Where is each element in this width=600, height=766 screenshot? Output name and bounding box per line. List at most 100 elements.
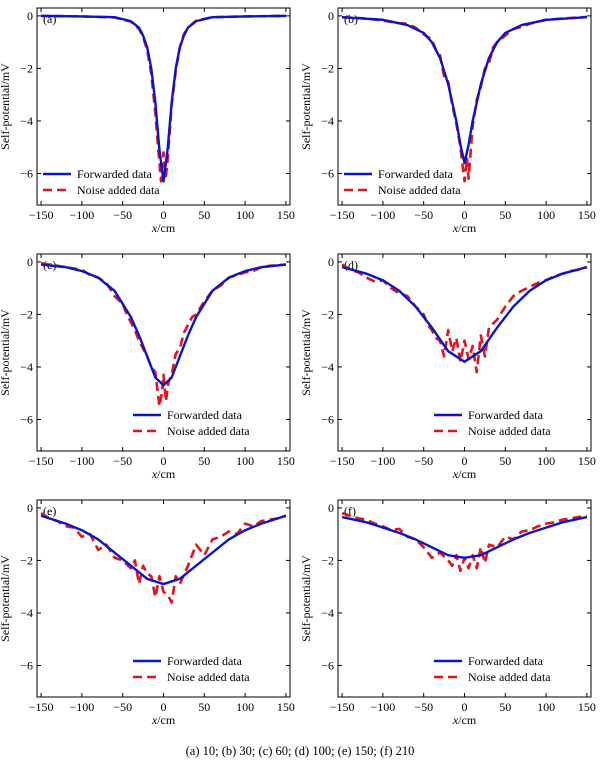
y-tick-label: −6 — [321, 658, 334, 672]
x-tick-label: 0 — [161, 454, 167, 468]
plot-frame — [36, 499, 291, 698]
chart-panel-d: −150 −100 −50 0 50 100 150 0 −2 −4 −6 x/cm Self-pote… — [299, 253, 596, 481]
x-tick-label: 0 — [462, 208, 468, 222]
y-axis-label: Self-potential/mV — [0, 555, 12, 642]
y-tick-label: −2 — [321, 553, 334, 567]
figure-caption: (a) 10; (b) 30; (c) 60; (d) 100; (e) 150… — [185, 744, 415, 758]
y-tick-label: −2 — [321, 307, 334, 321]
y-tick-label: 0 — [27, 255, 33, 269]
x-tick-label: 100 — [537, 700, 555, 714]
x-tick-label: 150 — [277, 700, 295, 714]
x-tick-label: 0 — [462, 700, 468, 714]
x-tick-label: −50 — [414, 454, 433, 468]
x-tick-label: 0 — [161, 208, 167, 222]
x-tick-label: −100 — [69, 454, 94, 468]
series-line-forwarded-data — [41, 14, 286, 183]
x-tick-label: 0 — [462, 454, 468, 468]
legend-label: Forwarded data — [468, 654, 544, 668]
series-line-forwarded-data — [40, 514, 287, 586]
y-tick-label: −4 — [321, 114, 334, 128]
series-line-noise-added-data — [41, 14, 286, 183]
x-tick-label: 100 — [236, 700, 254, 714]
x-tick-label: 50 — [499, 700, 511, 714]
legend-label: Noise added data — [167, 670, 250, 684]
y-tick-label: −4 — [20, 114, 33, 128]
x-tick-label: −50 — [113, 208, 132, 222]
y-tick-label: 0 — [328, 9, 334, 23]
x-tick-label: −50 — [113, 700, 132, 714]
y-tick-label: −6 — [321, 166, 334, 180]
y-axis-label: Self-potential/mV — [299, 555, 313, 642]
chart-panel-e: −150 −100 −50 0 50 100 150 0 −2 −4 −6 x/cm Self-pote… — [0, 499, 295, 727]
legend-label: Noise added data — [468, 670, 551, 684]
legend-label: Noise added data — [77, 183, 160, 197]
x-axis-label: x/cm — [452, 221, 477, 235]
y-tick-label: −6 — [321, 412, 334, 426]
y-tick-label: 0 — [27, 9, 33, 23]
series-line-noise-added-data — [341, 263, 588, 374]
y-axis-label: Self-potential/mV — [0, 63, 12, 150]
legend-label: Noise added data — [378, 183, 461, 197]
y-tick-label: −6 — [20, 166, 33, 180]
panel-label: (b) — [344, 12, 358, 26]
y-tick-label: −4 — [20, 360, 33, 374]
x-tick-label: 50 — [198, 208, 210, 222]
y-tick-label: −2 — [20, 307, 33, 321]
x-tick-label: −150 — [29, 700, 54, 714]
series-line-noise-added-data — [341, 511, 588, 573]
legend-label: Forwarded data — [77, 167, 153, 181]
x-axis-label: x/cm — [151, 713, 176, 727]
x-tick-label: −50 — [414, 700, 433, 714]
x-tick-label: 150 — [277, 208, 295, 222]
legend-label: Noise added data — [468, 424, 551, 438]
legend-label: Forwarded data — [378, 167, 454, 181]
y-tick-label: −2 — [20, 61, 33, 75]
chart-panel-a: −150 −100 −50 0 50 100 150 0 −2 −4 −6 x/cm Self-pote… — [0, 7, 295, 235]
y-tick-label: −4 — [20, 606, 33, 620]
legend-label: Noise added data — [167, 424, 250, 438]
x-axis-label: x/cm — [452, 713, 477, 727]
legend-label: Forwarded data — [167, 654, 243, 668]
x-tick-label: −150 — [29, 454, 54, 468]
x-tick-label: −150 — [330, 700, 355, 714]
y-tick-label: 0 — [328, 501, 334, 515]
series-line-forwarded-data — [341, 265, 588, 363]
plot-frame — [337, 499, 592, 698]
series-line-forwarded-data — [341, 515, 588, 559]
chart-panel-b: −150 −100 −50 0 50 100 150 0 −2 −4 −6 x/cm Self-pote… — [299, 7, 596, 235]
y-tick-label: −6 — [20, 658, 33, 672]
y-axis-label: Self-potential/mV — [0, 309, 12, 396]
y-axis-label: Self-potential/mV — [299, 309, 313, 396]
x-tick-label: 50 — [499, 208, 511, 222]
legend-label: Forwarded data — [468, 408, 544, 422]
series-line-forwarded-data — [40, 263, 287, 387]
x-tick-label: 0 — [161, 700, 167, 714]
y-tick-label: 0 — [27, 501, 33, 515]
y-tick-label: 0 — [328, 255, 334, 269]
x-tick-label: −150 — [29, 208, 54, 222]
x-tick-label: 150 — [578, 454, 596, 468]
x-tick-label: −100 — [370, 454, 395, 468]
x-tick-label: 100 — [236, 454, 254, 468]
plot-frame — [337, 253, 592, 452]
y-tick-label: −2 — [321, 61, 334, 75]
x-axis-label: x/cm — [151, 467, 176, 481]
series-line-forwarded-data — [342, 15, 587, 165]
x-tick-label: −100 — [69, 700, 94, 714]
series-line-noise-added-data — [40, 512, 287, 604]
x-tick-label: −50 — [414, 208, 433, 222]
x-tick-label: −150 — [330, 208, 355, 222]
x-tick-label: 100 — [537, 454, 555, 468]
x-tick-label: 50 — [198, 454, 210, 468]
panel-label: (a) — [43, 12, 56, 26]
y-tick-label: −2 — [20, 553, 33, 567]
x-tick-label: −100 — [370, 700, 395, 714]
chart-panel-c: −150 −100 −50 0 50 100 150 0 −2 −4 −6 x/cm Self-pote… — [0, 253, 295, 481]
y-tick-label: −4 — [321, 360, 334, 374]
plot-frame — [36, 253, 291, 452]
x-axis-label: x/cm — [151, 221, 176, 235]
x-tick-label: 150 — [578, 700, 596, 714]
y-axis-label: Self-potential/mV — [299, 63, 313, 150]
x-tick-label: 50 — [499, 454, 511, 468]
